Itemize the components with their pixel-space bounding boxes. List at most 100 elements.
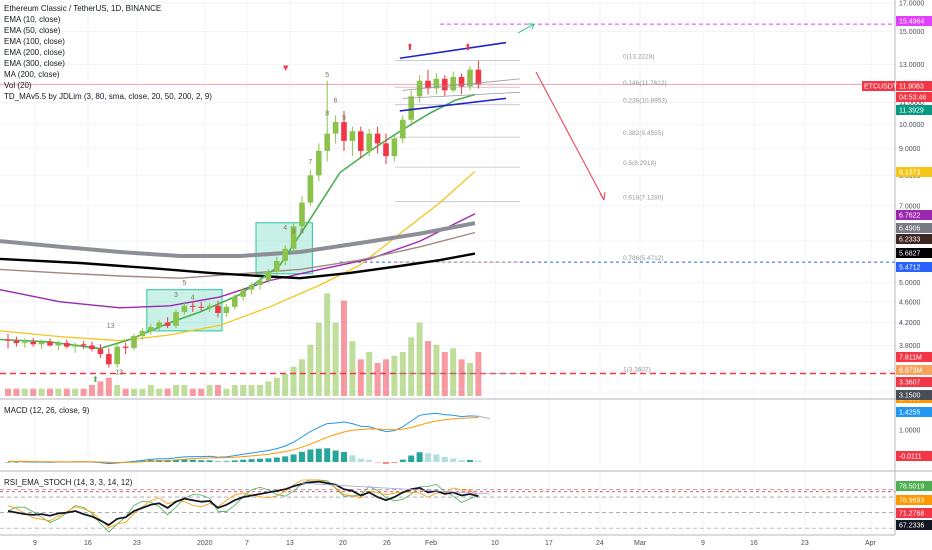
macd-histogram-bar [21,462,28,463]
td-count-label: 9 [342,115,346,122]
td-count-label: 4 [191,294,195,301]
candle-body [97,349,104,355]
candle-body [89,345,95,350]
candle-body [64,343,70,347]
candle-body [190,305,196,307]
td-count-label: 6 [334,98,338,105]
price-tick: 10.0000 [899,122,924,129]
rsi-label[interactable]: RSI_EMA_STOCH (14, 3, 3, 14, 12) [4,478,133,487]
candle-body [173,311,179,326]
time-tick: 16 [84,540,92,547]
macd-tag-bg [896,407,932,417]
legend-ema50[interactable]: EMA (50, close) [4,26,61,35]
td-count-label: 13 [107,323,115,330]
channel-mid [402,91,521,99]
volume-bar [425,341,431,396]
macd-histogram-bar [357,458,364,462]
volume-bar [13,388,20,396]
candle-body [156,322,162,327]
macd-histogram-bar [441,456,448,462]
candle-body [408,96,414,120]
macd-histogram-bar [324,448,331,462]
legend-ema300[interactable]: EMA (300, close) [4,59,65,68]
rsi-line [7,480,479,527]
candle-body [223,306,230,313]
rsi-tag-bg [896,481,932,491]
volume-bar [89,385,95,396]
price-tag-bg [896,81,932,91]
legend-ema100[interactable]: EMA (100, close) [4,37,65,46]
legend-ma200[interactable]: MA (200, close) [4,70,60,79]
volume-bar [223,388,230,396]
buy-signal-icon: ⬆ [92,375,99,384]
time-tick: 7 [245,540,249,547]
volume-bar [383,359,389,396]
legend-td[interactable]: TD_MAv5.5 by JDLim (3, 80, sma, close, 2… [4,92,212,101]
volume-bar [450,348,457,396]
volume-bar [63,388,70,396]
fib-label: 0.786(5.4712) [623,255,663,262]
candle-body [282,248,288,261]
price-tag: 8.1373 [899,170,921,177]
price-tag-bg [896,390,932,400]
price-tick: 7.0000 [899,203,921,210]
bear-arrow-head [599,191,606,201]
macd-histogram-bar [366,459,373,462]
price-tag: 6.4906 [899,226,921,233]
candle-body [299,202,305,227]
macd-label[interactable]: MACD (12, 26, close, 9) [4,406,90,415]
price-tick: 4.6000 [899,299,921,306]
time-tick: 16 [750,540,758,547]
volume-bar [341,300,347,396]
candle-body [47,341,53,346]
time-tick: Feb [425,540,437,547]
td-count-label: 8 [325,110,329,117]
time-tick: 23 [801,540,809,547]
horizontal-levels: 0(13.2228) 0.146(11.7612) 0.236(10.8953) 0.… [0,23,895,375]
candle-body [122,346,129,348]
volume-bar [47,388,53,396]
price-tag-bg [896,105,932,115]
td-count-label: 13 [115,369,123,376]
sell-signal-icon: ⬆ [464,43,472,53]
candle-body [106,354,112,365]
fib-label: 0.146(11.7612) [623,80,667,87]
legend-vol[interactable]: Vol (20) [4,81,32,90]
candle-body [366,133,372,151]
drawings: ⬆ ⬆ ▼ ⬆ [92,23,606,384]
candle-body [442,78,448,91]
macd-histogram-bar [475,460,482,462]
volume-bar [408,337,415,396]
candle-body [114,346,120,365]
volume-bar [122,388,129,396]
price-tag-bg [896,365,932,375]
legend-ema10[interactable]: EMA (10, close) [4,15,61,24]
candle-body [148,326,154,331]
macd-histogram-bar [189,459,196,462]
volume-bar [475,352,482,396]
macd-histogram-bar [467,460,473,462]
volume-bar [105,377,112,396]
candle-body [391,138,398,157]
chart-title[interactable]: Ethereum Classic / TetherUS, 1D, BINANCE [4,4,162,13]
macd-histogram-bar [416,452,423,462]
candle-body [5,339,11,341]
time-tick: 13 [286,540,294,547]
candle-body [316,150,322,176]
fib-label: 0.382(9.4555) [623,130,663,137]
volume-bar [30,388,37,396]
macd-tag-bg [896,451,932,461]
price-tag: 3.1500 [899,393,921,400]
legend-ema200[interactable]: EMA (200, close) [4,48,65,57]
volume-bar [55,388,62,396]
channel-mid [402,78,521,91]
candle-body [290,226,297,249]
bear-arrow-line [535,71,605,201]
ema10-line [0,93,476,350]
price-tick: 13.0000 [899,62,924,69]
channel-lower [399,97,507,112]
macd-tag: 1.4255 [899,410,921,417]
volume-bar [21,388,28,396]
macd-pane [5,412,491,465]
